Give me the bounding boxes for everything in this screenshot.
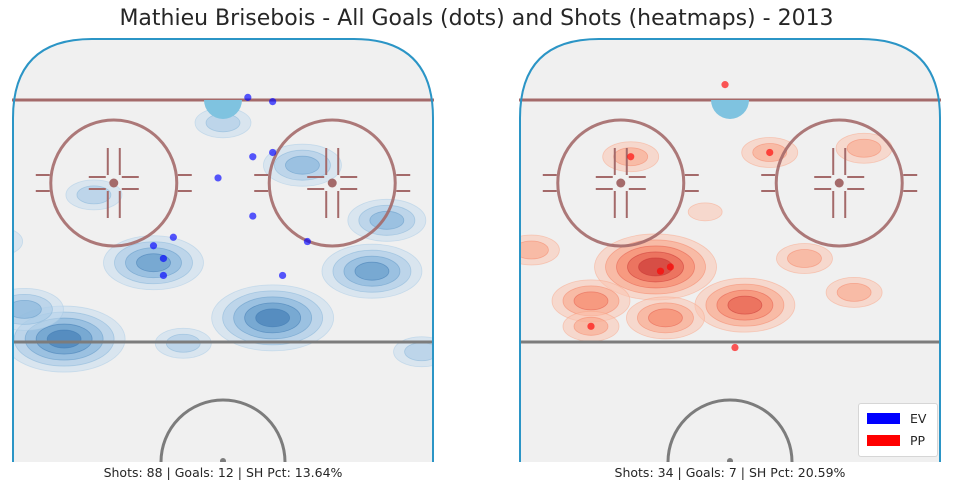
center-dot — [727, 458, 733, 462]
shot-density-contour — [687, 202, 723, 222]
legend-item-ev: EV — [867, 410, 926, 426]
goal-crease — [204, 100, 242, 119]
shot-density-contour — [404, 342, 434, 362]
shot-density-contour — [354, 261, 390, 281]
legend: EV PP — [858, 403, 938, 457]
chart-title: Mathieu Brisebois - All Goals (dots) and… — [119, 6, 834, 31]
goal-dot — [721, 81, 729, 89]
ev-caption: Shots: 88 | Goals: 12 | SH Pct: 13.64% — [103, 465, 343, 480]
shot-density-contour — [285, 155, 320, 175]
goal-dot — [627, 153, 635, 161]
legend-swatch-ev — [867, 412, 900, 424]
legend-item-pp: PP — [867, 432, 925, 448]
shot-density-contour — [12, 299, 42, 319]
goal-dot — [169, 233, 177, 241]
shot-density-contour — [76, 185, 112, 205]
goal-dot — [249, 153, 257, 161]
goal-dot — [587, 322, 595, 330]
goal-dot — [159, 254, 168, 263]
pp-caption: Shots: 34 | Goals: 7 | SH Pct: 20.59% — [614, 465, 846, 480]
shot-density-contour — [519, 240, 549, 260]
goal-dot — [244, 93, 252, 101]
goal-dot — [731, 343, 739, 352]
center-dot — [220, 458, 226, 462]
goal-dot — [149, 242, 158, 250]
legend-swatch-pp — [867, 434, 900, 446]
shot-density-contour — [46, 329, 82, 349]
faceoff-dot — [834, 178, 844, 188]
goal-dot — [214, 174, 222, 182]
faceoff-circle — [267, 118, 397, 248]
rink-ev-panel — [12, 38, 434, 462]
boards — [519, 38, 941, 462]
goal-dot — [303, 237, 311, 246]
legend-label-pp: PP — [910, 432, 926, 448]
goal-dot — [656, 267, 665, 275]
goal-dot — [249, 212, 257, 220]
goal-dot — [159, 271, 168, 280]
shot-density-contour — [255, 308, 291, 328]
shot-density-contour — [787, 249, 822, 268]
shot-density-contour — [573, 291, 609, 311]
faceoff-dot — [109, 178, 119, 188]
shot-density-contour — [12, 229, 24, 254]
faceoff-circle — [49, 118, 179, 248]
goal-dot — [278, 271, 287, 280]
shot-density-contour — [727, 295, 763, 315]
goal-crease — [711, 100, 749, 119]
shot-density-contour — [836, 282, 872, 302]
center-circle — [666, 398, 794, 462]
legend-label-ev: EV — [910, 410, 927, 426]
faceoff-circle — [774, 118, 904, 248]
faceoff-circle — [556, 118, 686, 248]
faceoff-dot — [616, 178, 626, 188]
center-circle — [159, 398, 287, 462]
ice-surface — [12, 38, 434, 462]
goal-dot — [269, 148, 277, 157]
boards — [12, 38, 434, 462]
shot-density-contour — [846, 138, 882, 158]
shot-density-contour — [648, 308, 683, 328]
goal-dot — [666, 263, 675, 271]
goal-dot — [269, 98, 277, 106]
rink-pp-panel — [519, 38, 941, 462]
goal-dot — [766, 148, 774, 157]
faceoff-dot — [327, 178, 337, 188]
